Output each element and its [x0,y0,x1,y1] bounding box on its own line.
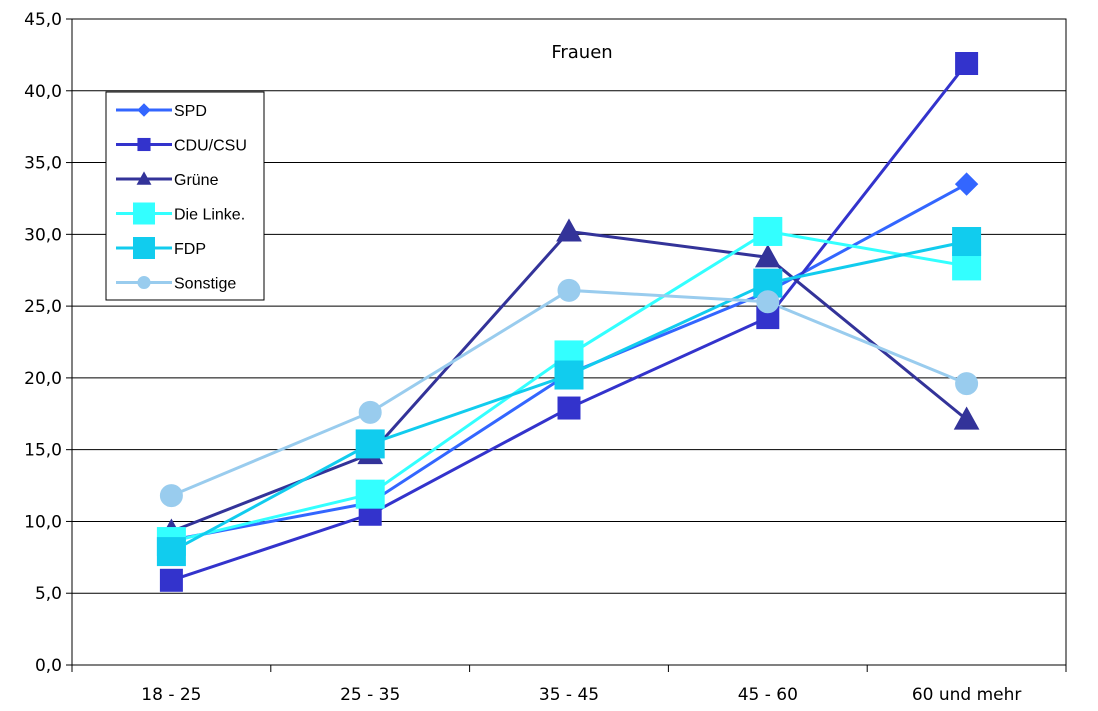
y-tick-label: 35,0 [24,154,62,174]
legend-marker [137,103,151,117]
legend: SPD CDU/CSU Grüne Die Linke. FDP Sonstige [105,91,265,301]
data-point [159,484,183,508]
legend-box [105,91,265,301]
data-point [754,244,781,268]
legend-label: Grüne [174,172,219,189]
legend-label: Die Linke. [174,207,245,224]
data-point [159,568,183,592]
legend-label: CDU/CSU [174,138,247,155]
data-point [954,172,979,196]
legend-entry: CDU/CSU [116,138,247,155]
y-tick-label: 25,0 [24,297,62,317]
legend-marker [137,275,151,290]
y-tick-label: 40,0 [24,82,62,102]
x-tick-label: 25 - 35 [340,685,400,705]
legend-marker [137,137,151,152]
data-point [557,278,581,302]
data-point [955,372,979,396]
legend-label: Sonstige [174,276,236,293]
data-point [156,537,186,567]
data-point [953,406,980,430]
data-point [556,218,582,242]
axes [71,18,1067,666]
y-tick-label: 15,0 [24,441,62,461]
legend-label: SPD [174,103,207,120]
legend-label: FDP [174,241,206,258]
y-tick-label: 20,0 [24,369,62,389]
data-point [955,52,979,76]
legend-entry: Grüne [116,171,219,189]
data-point [753,268,783,298]
x-tick-label: 45 - 60 [738,685,798,705]
data-point [753,216,783,246]
y-tick-label: 30,0 [24,225,62,245]
legend-entry: SPD [116,103,207,120]
legend-entry: Die Linke. [116,202,245,225]
data-point [355,429,385,459]
x-axis-ticks: 18 - 25 25 - 35 35 - 45 45 - 60 60 und mehr [71,665,1067,705]
data-point [355,479,385,509]
legend-marker [136,171,152,185]
plot-area-border [71,18,1067,666]
legend-entry: Sonstige [116,276,236,293]
data-point [952,227,982,257]
y-tick-label: 5,0 [35,584,62,604]
data-point [557,396,581,420]
series-group [156,52,982,592]
legend-entry: FDP [116,237,206,259]
data-point [554,360,584,390]
y-tick-label: 45,0 [24,10,62,30]
legend-marker [133,202,155,225]
legend-marker [133,237,155,259]
chart-title: Frauen [551,42,612,63]
x-tick-label: 18 - 25 [141,685,201,705]
y-tick-label: 10,0 [24,512,62,532]
data-point [358,400,382,424]
x-tick-label: 60 und mehr [912,685,1022,705]
x-tick-label: 35 - 45 [539,685,599,705]
y-tick-label: 0,0 [35,656,62,676]
y-axis-ticks: 0,0 5,0 10,0 15,0 20,0 25,0 30,0 35,0 40,0 45,0 [24,10,72,676]
data-point [952,251,982,281]
data-point [756,290,780,314]
